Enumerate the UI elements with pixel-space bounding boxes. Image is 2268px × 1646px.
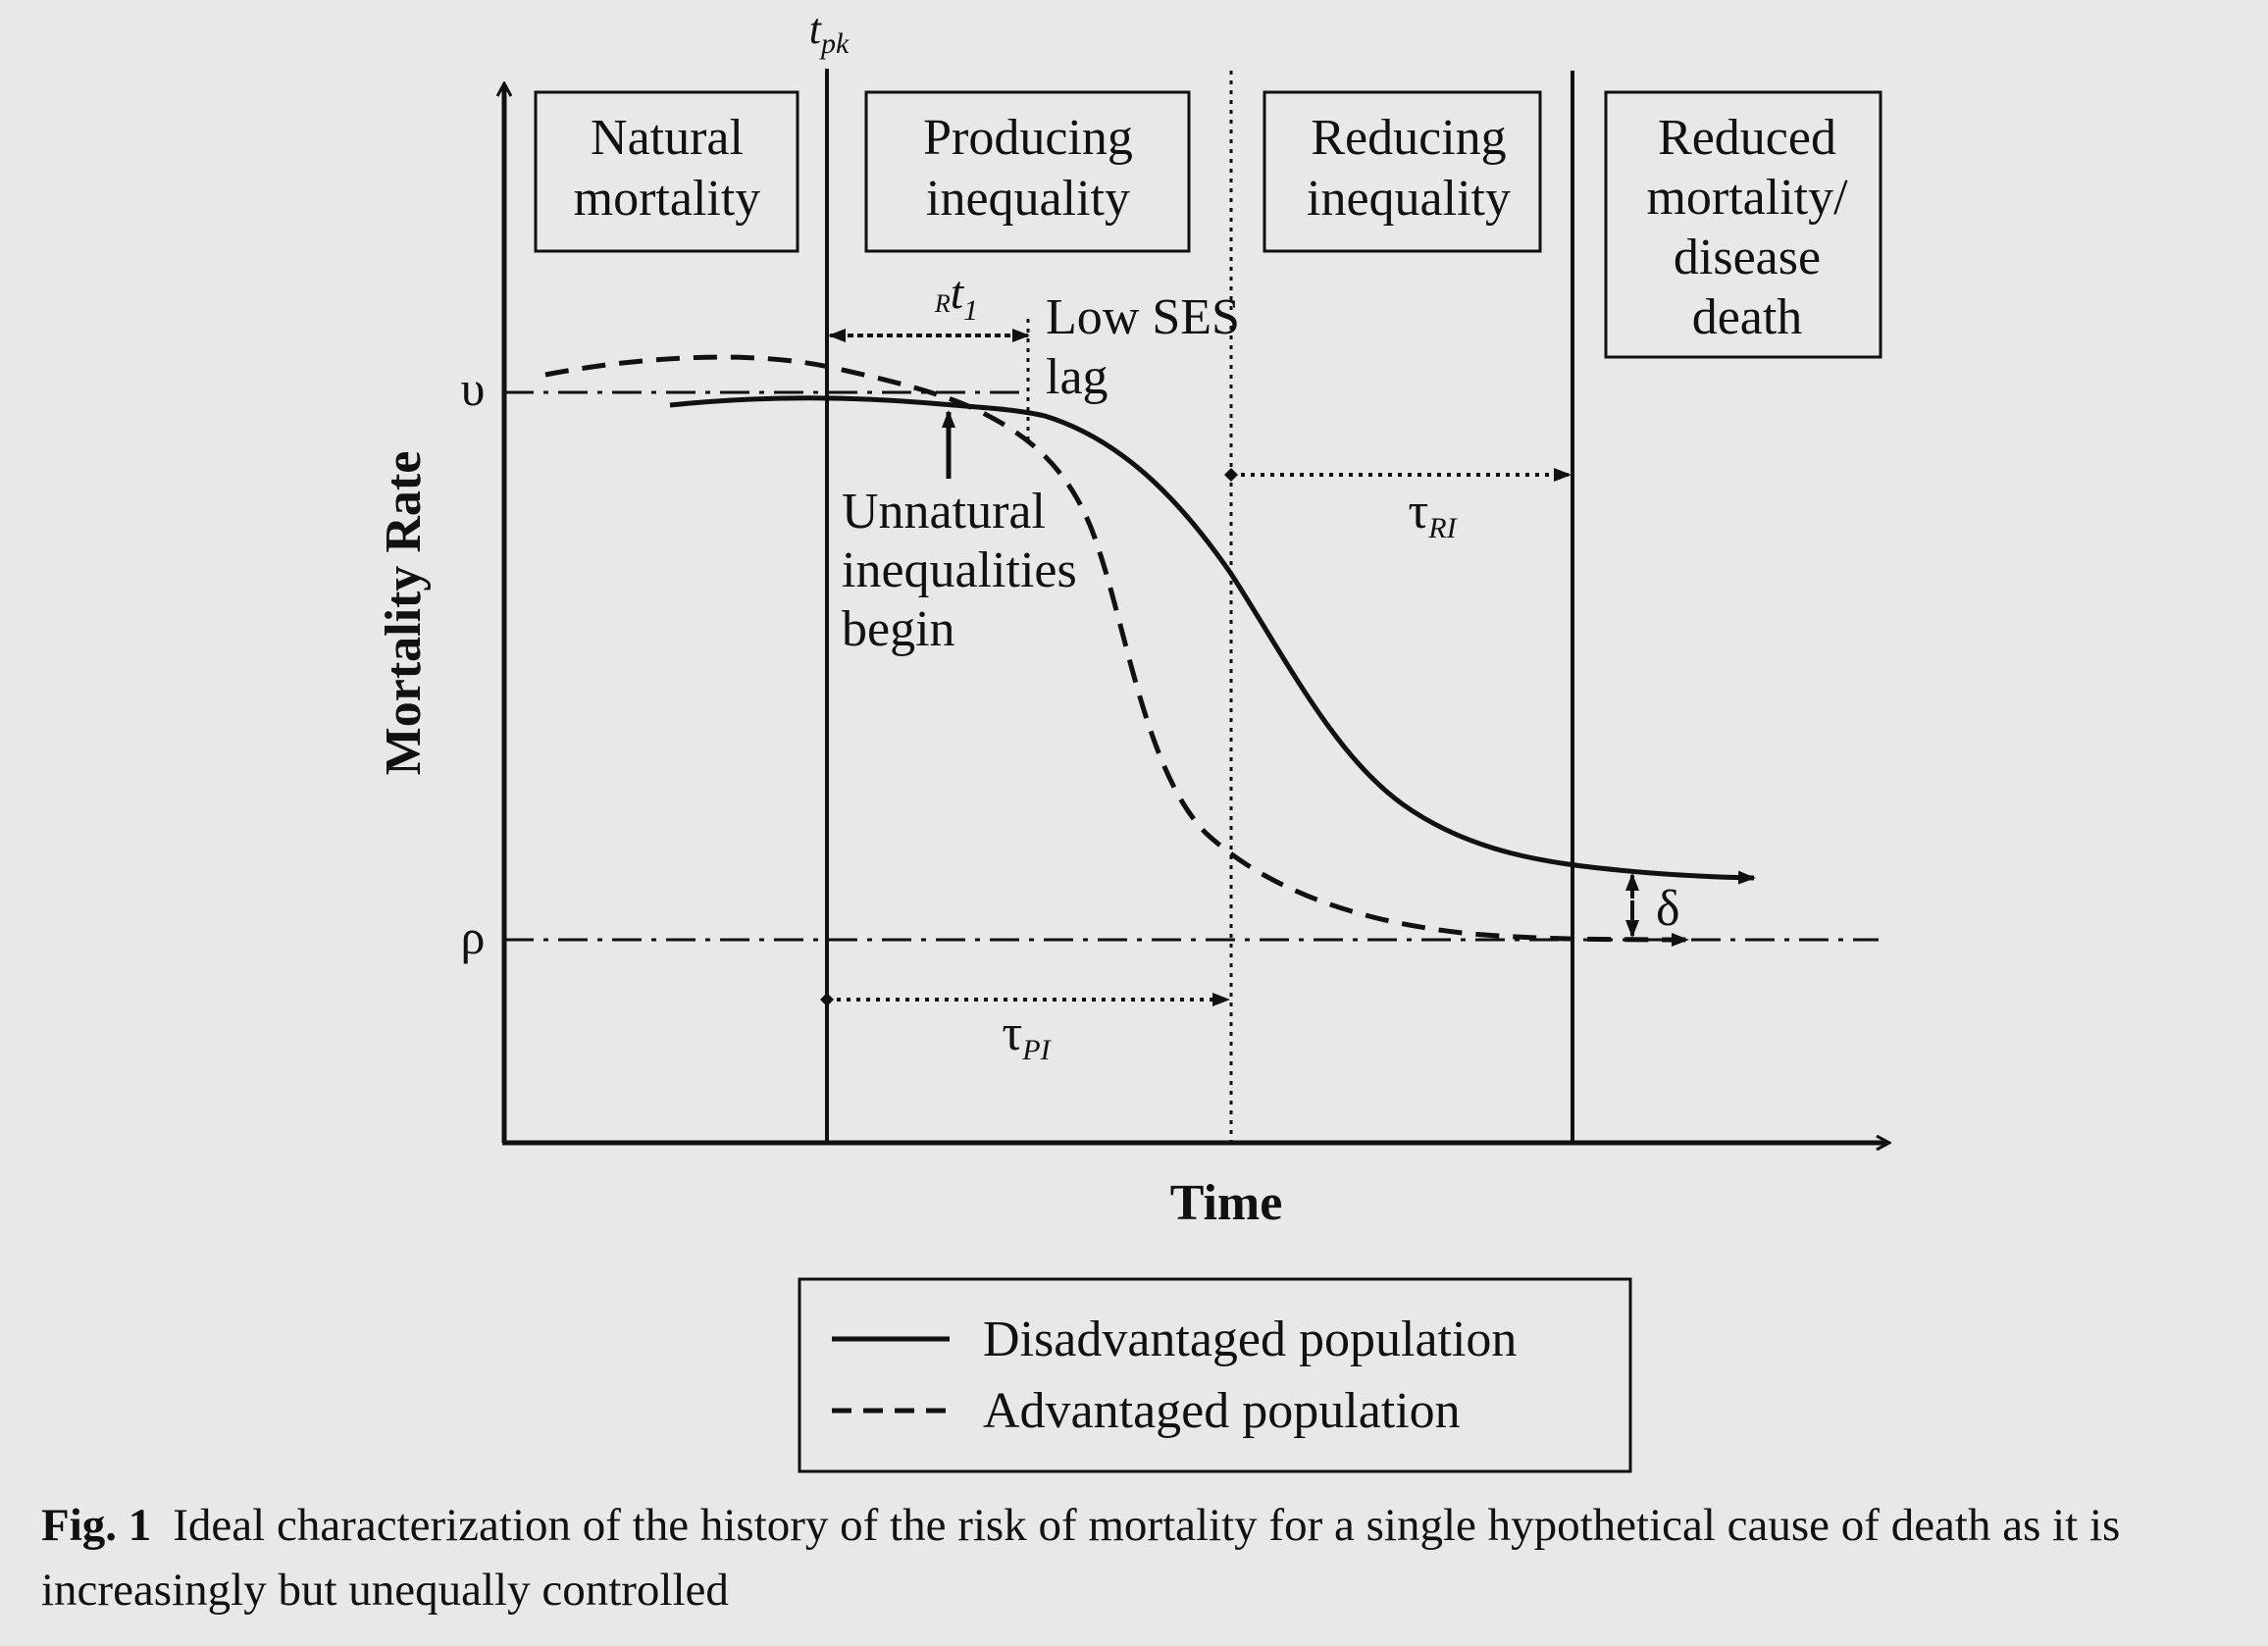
phase-box-natural-mortality: Natural mortality bbox=[534, 90, 799, 253]
lag-marker-label: Rt1 bbox=[934, 267, 978, 327]
svg-text:disease: disease bbox=[1674, 230, 1821, 285]
unnatural-note-line2: inequalities bbox=[842, 542, 1077, 598]
phase-box-producing-inequality: Producing inequality bbox=[864, 90, 1191, 253]
unnatural-note-line1: Unnatural bbox=[842, 484, 1046, 540]
svg-text:death: death bbox=[1692, 289, 1803, 345]
svg-text:Reduced: Reduced bbox=[1658, 110, 1836, 166]
tau-pi-label: τPI bbox=[1002, 1005, 1052, 1066]
svg-text:inequality: inequality bbox=[926, 171, 1130, 227]
tau-ri-label: τRI bbox=[1408, 484, 1458, 544]
svg-text:inequality: inequality bbox=[1307, 171, 1511, 227]
figure-caption-label: Fig. 1 bbox=[41, 1500, 152, 1551]
delta-label: δ bbox=[1656, 881, 1680, 937]
svg-text:Natural: Natural bbox=[591, 110, 744, 166]
legend-disadvantaged-label: Disadvantaged population bbox=[983, 1312, 1517, 1367]
advantaged-population-curve bbox=[544, 354, 1689, 947]
legend: Disadvantaged population Advantaged popu… bbox=[798, 1277, 1632, 1473]
svg-text:mortality/: mortality/ bbox=[1646, 170, 1848, 226]
upsilon-label: υ bbox=[461, 361, 486, 416]
rho-label: ρ bbox=[461, 909, 486, 964]
phase-box-reducing-inequality: Reducing inequality bbox=[1263, 90, 1542, 253]
svg-text:mortality: mortality bbox=[574, 171, 761, 227]
legend-advantaged-label: Advantaged population bbox=[983, 1383, 1461, 1439]
svg-text:Producing: Producing bbox=[923, 110, 1133, 166]
svg-text:Reducing: Reducing bbox=[1311, 110, 1506, 166]
low-ses-lag-label-line2: lag bbox=[1046, 349, 1108, 405]
y-axis-label: Mortality Rate bbox=[376, 451, 432, 776]
unnatural-note-line3: begin bbox=[842, 601, 955, 657]
tpk-label: tpk bbox=[809, 5, 850, 60]
phase-box-reduced-mortality: Reduced mortality/ disease death bbox=[1604, 90, 1882, 359]
disadvantaged-population-curve bbox=[669, 395, 1756, 885]
figure-caption: Fig. 1 Ideal characterization of the hist… bbox=[41, 1493, 2229, 1622]
low-ses-lag-label-line1: Low SES bbox=[1046, 289, 1240, 345]
figure-caption-text: Ideal characterization of the history of… bbox=[41, 1500, 2121, 1616]
diagram: Mortality Rate Time υ ρ tpk Natural mort… bbox=[376, 5, 2268, 1473]
x-axis-label: Time bbox=[1170, 1175, 1283, 1231]
